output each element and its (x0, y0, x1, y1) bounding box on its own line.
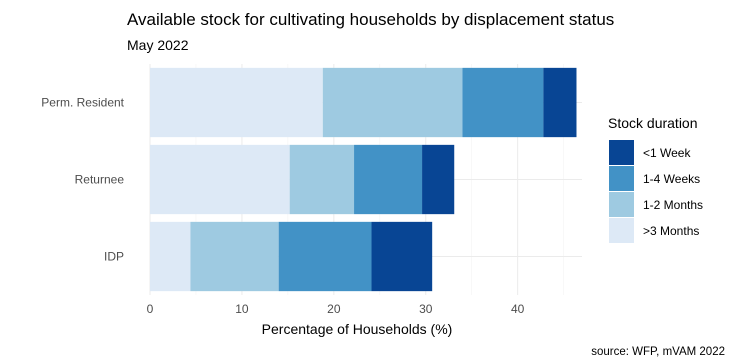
bar-segment (150, 221, 191, 292)
x-tick-label: 30 (419, 302, 433, 316)
x-tick-label: 20 (327, 302, 341, 316)
category-label: Perm. Resident (41, 96, 124, 110)
legend-swatch (609, 218, 634, 243)
x-axis-title: Percentage of Households (%) (262, 321, 453, 337)
bar-segment (543, 67, 577, 138)
x-tick-label: 10 (235, 302, 249, 316)
legend-label: 1-4 Weeks (643, 172, 700, 186)
chart-subtitle: May 2022 (127, 37, 189, 53)
caption: source: WFP, mVAM 2022 (591, 346, 725, 358)
legend-label: <1 Week (643, 146, 691, 160)
chart-title: Available stock for cultivating househol… (127, 10, 614, 29)
bar-segment (322, 67, 463, 138)
bar-segment (150, 67, 323, 138)
legend: Stock duration <1 Week 1-4 Weeks 1-2 Month… (608, 115, 703, 243)
legend-label: >3 Months (643, 224, 699, 238)
bar-segment (289, 144, 355, 215)
bar-segment (371, 221, 433, 292)
legend-title: Stock duration (608, 115, 698, 131)
bar-segment (422, 144, 455, 215)
bar-segment (278, 221, 372, 292)
legend-swatch (609, 192, 634, 217)
category-label: IDP (104, 250, 124, 264)
legend-swatch (609, 166, 634, 191)
bar-segment (150, 144, 290, 215)
plot-area: 0 10 20 30 40 Perm. Resident Returnee IDP (41, 64, 582, 316)
x-tick-label: 40 (511, 302, 525, 316)
legend-label: 1-2 Months (643, 198, 703, 212)
x-tick-label: 0 (147, 302, 154, 316)
category-label: Returnee (75, 173, 125, 187)
legend-swatch (609, 140, 634, 165)
bar-segment (190, 221, 279, 292)
bar-segment (354, 144, 423, 215)
bar-segment (462, 67, 544, 138)
